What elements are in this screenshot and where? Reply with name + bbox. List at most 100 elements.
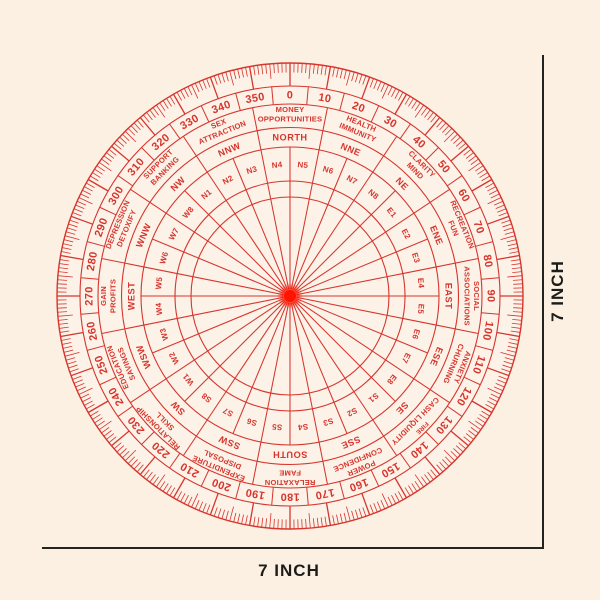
degree-cell-divider [481,312,500,315]
degree-tick [119,448,127,456]
degree-tick [265,518,268,528]
degree-tick [143,114,150,123]
degree-tick [73,208,83,213]
center-spoke [225,301,287,392]
degree-tick [257,517,260,527]
degree-cell-divider [399,452,411,469]
degree-label: 260 [85,320,100,341]
degree-tick [468,430,477,437]
degree-tick [487,197,502,205]
degree-tick [346,70,351,86]
degree-tick [149,109,156,118]
degree-tick [130,125,138,133]
degree-tick [488,397,498,403]
degree-tick [159,481,166,490]
center-spoke [294,300,372,378]
degree-tick [217,74,222,84]
degree-tick [68,364,78,369]
dimension-label-bottom: 7 INCH [258,561,320,580]
degree-tick [176,92,182,101]
degree-tick [305,63,307,74]
sector-divider [252,107,262,150]
degree-tick [133,122,141,131]
degree-tick [86,404,95,410]
degree-tick [191,493,199,508]
degree-tick [458,142,467,150]
subdirection-divider [184,190,210,216]
degree-tick [501,219,511,224]
degree-tick [70,367,93,377]
center-spoke [293,200,355,291]
degree-tick [84,400,93,406]
degree-tick [373,503,378,513]
degree-label: 0 [287,90,294,102]
degree-label: 30 [382,114,399,131]
degree-tick [453,136,461,144]
degree-tick [442,459,450,467]
degree-tick [512,271,522,274]
degree-label: 60 [455,187,472,204]
degree-tick [65,231,76,235]
direction-label: WEST [127,282,137,311]
sector-divider [182,136,208,173]
degree-tick [233,69,237,80]
degree-tick [362,507,367,517]
degree-cell-divider [99,206,117,216]
sector-divider [372,419,398,456]
degree-tick [136,119,144,128]
dimension-line-right [542,55,544,549]
degree-tick [496,254,520,261]
center-spoke [177,273,284,296]
degree-tick [361,493,371,516]
degree-tick [92,414,101,420]
center-spoke [245,302,288,403]
degree-tick [511,322,522,325]
degree-tick [381,84,389,99]
subdirection-label: S3 [322,416,335,428]
subdirection-divider [385,212,415,233]
degree-cell-divider [141,431,155,445]
degree-tick [146,112,153,121]
center-spoke [296,296,403,319]
sector-label-line2: OPPORTUNITIES [258,115,323,124]
degree-tick [506,349,517,353]
degree-cell-divider [463,206,481,216]
degree-tick [146,471,153,480]
degree-tick [325,502,332,526]
degree-tick [198,501,204,511]
degree-tick [351,510,355,521]
center-spoke [267,183,290,290]
degree-tick [381,493,389,508]
degree-tick [305,518,307,529]
degree-tick [143,469,150,478]
degree-tick [273,63,275,74]
degree-tick [354,73,359,83]
degree-tick [62,247,72,250]
degree-tick [194,82,200,92]
degree-tick [380,82,386,92]
degree-tick [442,125,450,133]
degree-tick [209,493,219,516]
degree-tick [504,231,515,235]
degree-tick [90,175,99,182]
sector-label-line1: SOCIAL [472,281,481,311]
sector-label-line2: PROFITS [109,279,118,313]
degree-tick [96,165,105,172]
degree-tick [122,450,130,459]
degree-tick [65,357,76,361]
degree-tick [325,66,332,90]
subdirection-label: S5 [271,422,282,432]
degree-tick [470,427,479,434]
degree-tick [465,433,474,440]
degree-tick [414,481,421,490]
subdirection-divider [143,317,178,326]
degree-tick [436,119,444,128]
degree-tick [58,271,68,274]
degree-tick [269,63,272,79]
degree-tick [369,78,374,88]
degree-tick [127,456,136,464]
degree-tick [398,92,404,101]
degree-tick [308,63,311,79]
degree-tick [487,400,496,406]
